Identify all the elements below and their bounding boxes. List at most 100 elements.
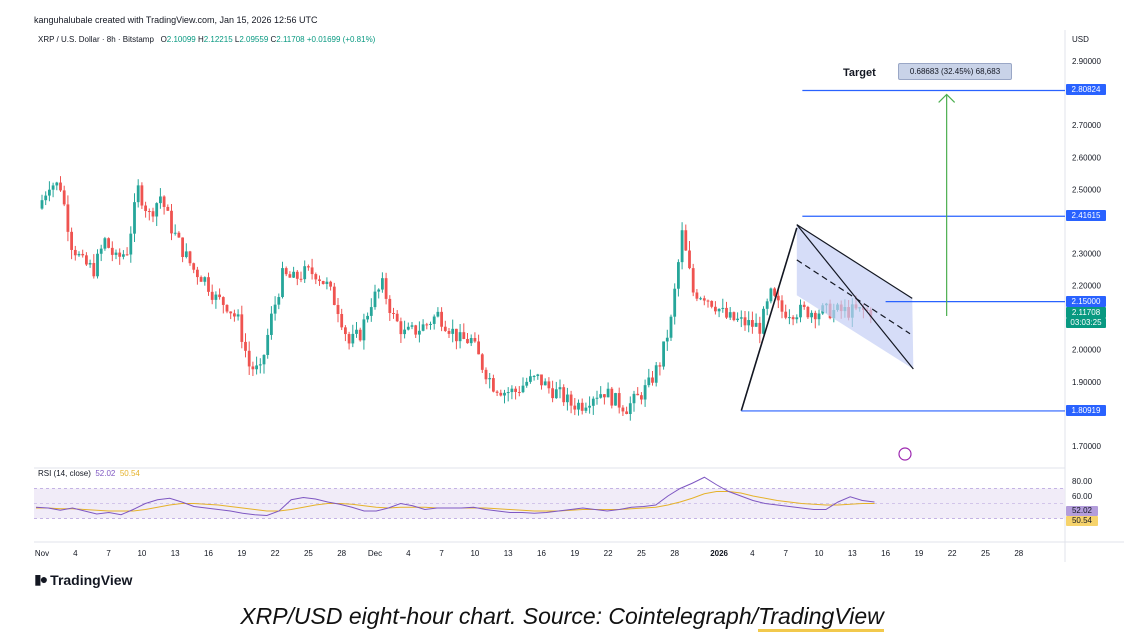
candle-body: [103, 238, 107, 249]
candle-body: [255, 365, 258, 370]
candle-body: [166, 206, 170, 211]
x-tick-label: 13: [848, 549, 857, 558]
candle-body: [728, 312, 732, 318]
candle-body: [77, 253, 81, 256]
candle-body: [358, 329, 362, 341]
tradingview-logo[interactable]: ▮● TradingView: [34, 571, 132, 588]
rsi-legend[interactable]: RSI (14, close) 52.02 50.54: [38, 469, 140, 478]
y-axis: 2.90000 2.70000 2.60000 2.50000 2.30000 2.200…: [1072, 57, 1101, 451]
candle-body: [159, 196, 162, 204]
symbol-legend[interactable]: XRP / U.S. Dollar · 8h · Bitstamp O2.100…: [38, 35, 375, 44]
candle-body: [680, 230, 684, 263]
candle-body: [503, 392, 506, 396]
candle-body: [488, 378, 492, 380]
candle-body: [218, 294, 221, 298]
candle-body: [262, 354, 266, 365]
candle-body: [551, 388, 554, 399]
candle-body: [173, 232, 177, 234]
tradingview-brand: TradingView: [50, 571, 133, 588]
candle-body: [447, 330, 451, 334]
candle-body: [258, 364, 262, 366]
candle-body: [751, 320, 754, 327]
ohlc-close-label: C: [270, 35, 277, 44]
candle-body: [684, 230, 688, 251]
candle-body: [762, 308, 765, 334]
x-tick-label: 10: [470, 549, 479, 558]
drawing-overlay: [740, 89, 1065, 461]
candle-body: [85, 255, 88, 265]
flag-lower-line: [796, 224, 914, 370]
candle-body: [573, 405, 577, 410]
candle-body: [636, 393, 640, 396]
candle-body: [773, 288, 776, 296]
candle-body: [136, 185, 140, 203]
caption-link[interactable]: TradingView: [758, 603, 884, 632]
x-tick-label: 25: [637, 549, 646, 558]
candle-body: [558, 387, 562, 390]
candle-body: [181, 237, 184, 257]
y-tick-label: 2.30000: [1072, 250, 1101, 259]
candle-body: [784, 311, 788, 318]
x-tick-label: 13: [171, 549, 180, 558]
candle-body: [392, 312, 395, 314]
x-tick-label: 22: [604, 549, 613, 558]
candle-body: [658, 365, 662, 367]
candle-body: [225, 304, 229, 312]
candle-body: [114, 252, 118, 255]
ohlc-open: 2.10099: [166, 35, 196, 44]
candle-body: [203, 277, 207, 282]
candle-body: [536, 374, 540, 377]
candle-body: [455, 328, 458, 342]
y-tick-label: 2.70000: [1072, 121, 1101, 130]
candle-body: [517, 391, 521, 393]
candle-body: [769, 288, 773, 302]
rsi-value: 52.02: [95, 469, 116, 478]
candle-body: [791, 317, 795, 320]
candle-body: [643, 385, 647, 400]
x-tick-label: 28: [1014, 549, 1023, 558]
candle-body: [499, 392, 503, 396]
candle-body: [210, 291, 214, 300]
candle-body: [277, 297, 281, 305]
candle-body: [340, 314, 344, 328]
candle-body: [284, 268, 288, 275]
candle-body: [92, 263, 96, 277]
candle-body: [625, 411, 628, 415]
candle-body: [81, 253, 85, 256]
candle-body: [710, 300, 714, 307]
candle-body: [96, 253, 99, 277]
candle-body: [669, 316, 673, 338]
candle-body: [477, 341, 480, 355]
candle-body: [691, 268, 695, 293]
x-tick-label: 4: [406, 549, 411, 558]
candle-body: [813, 312, 817, 320]
candle-body: [677, 262, 680, 289]
candle-body: [603, 394, 606, 398]
measure-label[interactable]: 0.68683 (32.45%) 68,683: [898, 63, 1012, 80]
candle-body: [443, 326, 447, 331]
candle-body: [295, 271, 299, 279]
candle-body: [654, 365, 658, 383]
chart-caption: XRP/USD eight-hour chart. Source: Cointe…: [0, 603, 1124, 632]
ohlc-low: 2.09559: [239, 35, 269, 44]
x-tick-label: 19: [237, 549, 246, 558]
price-tag: 2.80824: [1066, 84, 1106, 96]
candle-body: [399, 321, 403, 335]
x-tick-label: 16: [537, 549, 546, 558]
ohlc-change: +0.01699 (+0.81%): [306, 35, 376, 44]
x-tick-label: Dec: [368, 549, 382, 558]
candle-body: [395, 313, 399, 322]
candle-body: [721, 307, 725, 309]
candle-body: [310, 267, 314, 275]
x-tick-label: 13: [504, 549, 513, 558]
candle-body: [436, 311, 440, 317]
candle-body: [743, 317, 747, 326]
candle-body: [199, 277, 203, 282]
candle-body: [273, 304, 277, 314]
candle-body: [606, 388, 610, 398]
candle-body: [388, 298, 392, 313]
candle-body: [366, 315, 369, 320]
candle-body: [765, 301, 769, 309]
candle-body: [118, 252, 122, 257]
